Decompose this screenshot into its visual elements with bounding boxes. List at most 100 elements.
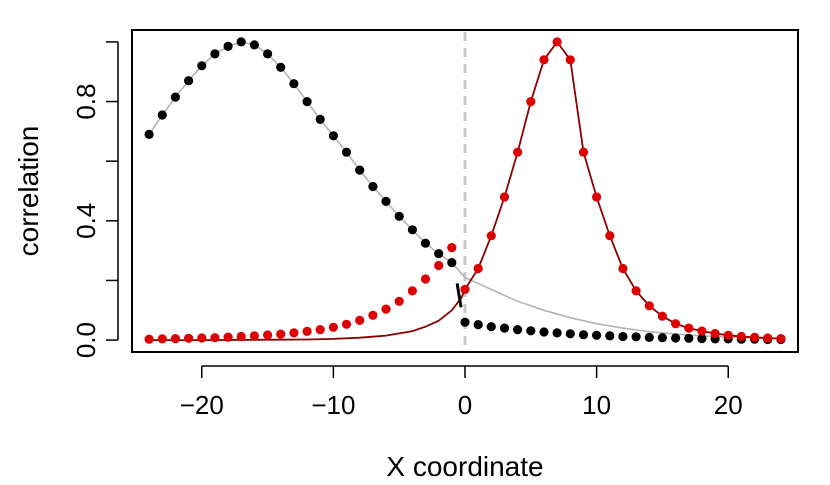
data-point xyxy=(447,243,457,253)
data-point xyxy=(618,263,628,274)
data-point xyxy=(420,274,431,284)
data-point xyxy=(263,330,273,340)
y-tick-label: 0.4 xyxy=(71,203,101,239)
data-point xyxy=(539,55,549,65)
data-point xyxy=(565,329,575,339)
data-point xyxy=(513,147,523,157)
data-point xyxy=(315,114,325,124)
data-point xyxy=(460,317,470,327)
data-point xyxy=(710,328,720,339)
data-point xyxy=(197,61,207,71)
plot-frame xyxy=(131,29,799,353)
data-point xyxy=(420,238,431,248)
data-point xyxy=(657,333,668,343)
data-point xyxy=(434,260,444,271)
data-point xyxy=(368,310,378,320)
data-point xyxy=(170,334,180,344)
data-point xyxy=(249,40,259,50)
data-point xyxy=(697,334,707,344)
data-point xyxy=(671,319,681,329)
data-point xyxy=(394,296,404,306)
data-point xyxy=(315,325,325,335)
x-tick-label: 20 xyxy=(714,390,743,420)
data-point xyxy=(460,284,470,294)
data-point xyxy=(605,231,615,241)
data-point xyxy=(592,192,602,202)
data-point xyxy=(697,326,707,336)
data-point xyxy=(552,328,562,338)
data-point xyxy=(499,192,510,202)
x-axis-title: X coordinate xyxy=(386,451,543,482)
x-tick-label: −10 xyxy=(311,390,355,420)
data-point xyxy=(539,327,549,337)
y-tick-label: 0.8 xyxy=(71,84,101,120)
data-point xyxy=(618,331,628,342)
data-point xyxy=(368,181,378,192)
data-point xyxy=(552,37,562,47)
x-tick-label: 10 xyxy=(582,390,611,420)
data-point xyxy=(526,326,536,336)
data-point xyxy=(144,334,154,344)
data-point xyxy=(644,301,654,311)
data-point xyxy=(144,129,154,139)
x-tick-label: 0 xyxy=(458,390,472,420)
data-point xyxy=(605,331,615,341)
data-point xyxy=(276,62,286,72)
data-point xyxy=(249,331,259,341)
data-point xyxy=(184,76,194,86)
data-point xyxy=(223,332,233,342)
data-point xyxy=(447,258,457,268)
y-axis-title: correlation xyxy=(13,126,44,257)
data-point xyxy=(302,326,312,336)
data-point xyxy=(513,325,523,335)
data-point xyxy=(157,334,167,344)
data-point xyxy=(499,323,510,333)
y-tick-label: 0.0 xyxy=(71,322,101,358)
discontinuity-mark xyxy=(455,283,463,308)
data-point xyxy=(210,333,220,343)
data-point xyxy=(263,49,273,59)
data-point xyxy=(736,331,747,342)
data-point xyxy=(236,37,246,47)
data-point xyxy=(723,330,733,340)
data-point xyxy=(381,304,391,314)
data-point xyxy=(578,147,589,157)
data-point xyxy=(381,196,391,206)
data-point xyxy=(223,41,233,52)
plot-layer xyxy=(148,32,781,350)
x-tick-label: −20 xyxy=(180,390,224,420)
data-point xyxy=(473,263,483,274)
data-point xyxy=(486,231,496,241)
data-point xyxy=(434,249,444,259)
data-point xyxy=(394,211,404,221)
data-point xyxy=(210,49,220,59)
data-point xyxy=(184,333,194,343)
points-layer xyxy=(144,37,786,345)
data-point xyxy=(276,329,286,339)
data-point xyxy=(763,333,773,343)
data-point xyxy=(407,225,417,235)
axes-layer: −20 −10 0 10 20 0.0 0.4 0.8 xyxy=(71,41,743,420)
data-point xyxy=(750,332,760,342)
data-point xyxy=(776,334,786,344)
data-point xyxy=(644,332,654,342)
data-point xyxy=(341,147,352,157)
data-point xyxy=(565,55,575,65)
data-point xyxy=(157,110,167,120)
data-point xyxy=(328,322,338,332)
data-point xyxy=(170,92,180,102)
data-point xyxy=(631,286,641,296)
data-point xyxy=(657,311,668,321)
data-point xyxy=(355,315,365,325)
data-point xyxy=(684,333,694,343)
data-point xyxy=(473,320,483,330)
data-point xyxy=(631,332,641,342)
data-point xyxy=(684,323,694,333)
data-point xyxy=(592,330,602,340)
data-point xyxy=(526,97,536,107)
data-point xyxy=(486,322,496,332)
data-point xyxy=(197,333,207,343)
data-point xyxy=(302,97,312,107)
data-point xyxy=(236,331,246,342)
